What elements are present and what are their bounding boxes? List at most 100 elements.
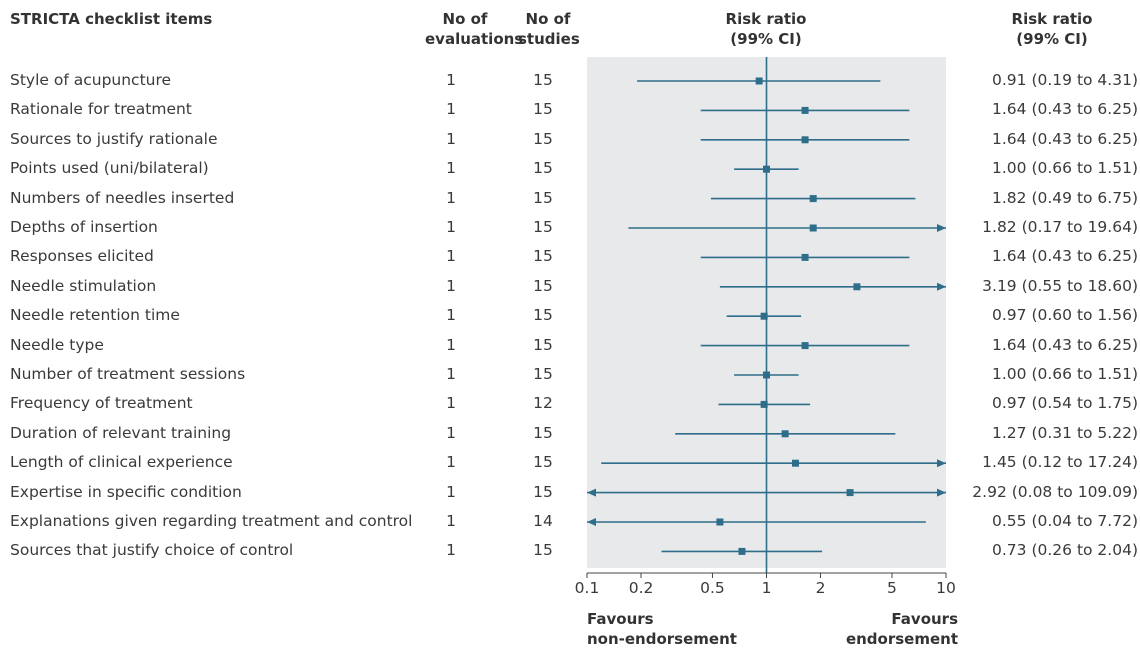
ci-arrow-left [587,488,596,497]
header-evaluations: No of evaluations [425,9,524,49]
row-studies: 15 [533,453,553,472]
point-estimate [763,165,770,173]
header-studies-line1: No of [525,10,571,28]
header-rr-plot-line2: (99% CI) [730,30,802,48]
x-tick-label: 0.1 [575,579,600,597]
row-ci-text: 0.73 (0.26 to 2.04) [992,541,1138,560]
ci-arrow-right [937,282,946,291]
row-studies: 15 [533,482,553,501]
header-rr-plot-line1: Risk ratio [725,10,807,28]
row-ci-text: 0.97 (0.54 to 1.75) [992,394,1138,413]
row-studies: 12 [533,394,553,413]
point-estimate [716,518,724,526]
row-label: Numbers of needles inserted [10,188,235,207]
header-evaluations-line2: evaluations [425,30,524,48]
row-evaluations: 1 [446,159,456,178]
row-studies: 15 [533,541,553,560]
row-ci-text: 1.64 (0.43 to 6.25) [992,335,1138,354]
x-tick-label: 10 [936,579,956,597]
row-studies: 15 [533,276,553,295]
header-rr-plot: Risk ratio (99% CI) [716,9,816,49]
point-estimate [760,312,768,320]
header-items: STRICTA checklist items [10,10,213,28]
row-studies: 15 [533,159,553,178]
favours-left-line1: Favours [587,610,654,628]
point-estimate [763,371,770,379]
row-studies: 14 [533,512,553,530]
row-ci-text: 1.64 (0.43 to 6.25) [992,247,1138,266]
row-studies: 15 [533,423,553,442]
row-ci-text: 3.19 (0.55 to 18.60) [982,276,1138,295]
row-label: Explanations given regarding treatment a… [10,512,413,530]
row-evaluations: 1 [446,100,456,119]
row-evaluations: 1 [446,218,456,236]
header-rr-text-line1: Risk ratio [1011,10,1093,28]
row-label: Expertise in specific condition [10,482,242,501]
row-evaluations: 1 [446,482,456,501]
favours-left-line2: non-endorsement [587,630,737,648]
row-ci-text: 1.82 (0.49 to 6.75) [992,188,1138,207]
row-label: Sources that justify choice of control [10,541,294,560]
x-tick-label: 0.5 [700,579,725,597]
row-label: Length of clinical experience [10,453,233,472]
row-ci-text: 1.27 (0.31 to 5.22) [992,423,1138,442]
header-studies-line2: studies [518,30,580,48]
favours-left: Favours non-endorsement [587,609,737,649]
point-estimate [791,459,799,467]
x-tick-label: 1 [762,579,772,597]
x-tick-label: 0.2 [629,579,654,597]
point-estimate [801,106,809,114]
row-label: Responses elicited [10,247,154,266]
row-evaluations: 1 [446,394,456,413]
row-evaluations: 1 [446,306,456,325]
favours-right-line1: Favours [891,610,958,628]
ci-arrow-left [587,518,596,526]
row-evaluations: 1 [446,541,456,560]
row-label: Needle type [10,335,104,354]
row-studies: 15 [533,71,553,89]
point-estimate [755,77,763,85]
row-ci-text: 0.91 (0.19 to 4.31) [992,71,1138,89]
row-studies: 15 [533,129,553,148]
row-evaluations: 1 [446,247,456,266]
row-ci-text: 0.97 (0.60 to 1.56) [992,306,1138,325]
row-evaluations: 1 [446,188,456,207]
favours-right-line2: endorsement [845,630,958,648]
point-estimate [801,342,809,350]
point-estimate [809,195,817,203]
row-evaluations: 1 [446,71,456,89]
row-evaluations: 1 [446,365,456,383]
favours-right: Favours endorsement [820,609,958,649]
row-label: Depths of insertion [10,218,158,236]
row-label: Number of treatment sessions [10,365,246,383]
point-estimate [801,136,809,144]
row-label: Rationale for treatment [10,100,192,119]
row-evaluations: 1 [446,423,456,442]
row-evaluations: 1 [446,129,456,148]
point-estimate [760,400,768,408]
row-studies: 15 [533,335,553,354]
header-rr-text-line2: (99% CI) [1016,30,1088,48]
header-evaluations-line1: No of [442,10,488,28]
row-studies: 15 [533,306,553,325]
row-ci-text: 1.00 (0.66 to 1.51) [992,159,1138,178]
x-tick-label: 2 [816,579,826,597]
ci-arrow-right [937,224,946,232]
point-estimate [801,253,809,261]
row-label: Needle stimulation [10,276,157,295]
row-evaluations: 1 [446,276,456,295]
row-ci-text: 0.55 (0.04 to 7.72) [992,512,1138,530]
point-estimate [809,224,817,232]
row-studies: 15 [533,365,553,383]
header-studies: No of studies [518,9,580,49]
point-estimate [738,547,746,555]
row-evaluations: 1 [446,512,456,530]
point-estimate [846,489,854,497]
row-ci-text: 1.64 (0.43 to 6.25) [992,129,1138,148]
row-studies: 15 [533,100,553,119]
row-ci-text: 1.64 (0.43 to 6.25) [992,100,1138,119]
row-ci-text: 1.45 (0.12 to 17.24) [982,453,1138,472]
row-ci-text: 2.92 (0.08 to 109.09) [972,482,1138,501]
row-ci-text: 1.00 (0.66 to 1.51) [992,365,1138,383]
